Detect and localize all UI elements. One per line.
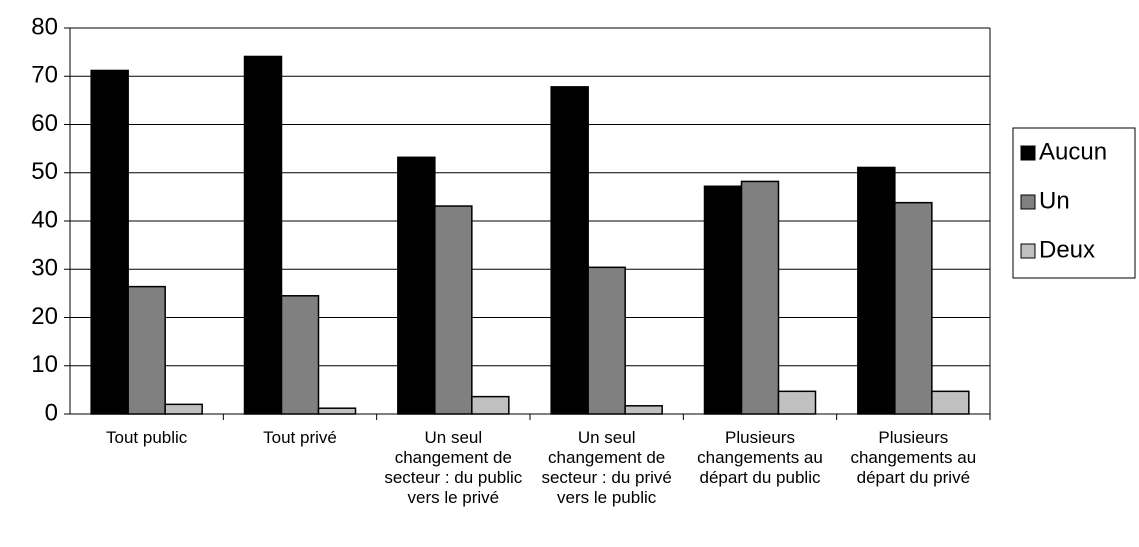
y-tick-label: 20 [31,303,58,330]
bar [280,295,320,415]
y-tick-label: 30 [31,255,58,282]
bar [127,285,166,415]
bar [857,166,896,415]
bar [894,201,933,415]
bar [164,403,203,415]
y-tick-label: 10 [31,351,58,378]
legend-label: Aucun [1039,138,1107,165]
bar [703,185,743,415]
y-tick-label: 80 [31,13,58,40]
x-tick-label: Tout public [106,428,188,447]
bar [397,156,436,415]
y-tick-label: 0 [45,399,58,426]
x-tick-label: Plusieurs changements au départ du privé [850,428,977,487]
bar [550,86,589,415]
bar [317,407,357,415]
bar [471,395,510,415]
legend-swatch [1020,145,1036,161]
bar [740,180,780,415]
bar [587,266,626,415]
legend-swatch [1020,243,1036,259]
bar [90,69,129,415]
bar [243,55,283,415]
bar [931,390,970,415]
y-tick-label: 50 [31,158,58,185]
y-tick-label: 70 [31,62,58,89]
x-tick-label: Plusieurs changements au départ du publi… [697,428,823,487]
y-tick-label: 60 [31,110,58,137]
bar [434,205,473,415]
bar [624,405,663,415]
legend-swatch [1020,194,1036,210]
x-tick-label: Un seul changement de secteur : du publi… [384,428,523,507]
legend-label: Deux [1039,236,1095,263]
x-tick-label: Un seul changement de secteur : du privé… [541,428,672,507]
legend-label: Un [1039,187,1070,214]
x-tick-label: Tout privé [263,428,337,447]
y-tick-label: 40 [31,206,58,233]
bar [777,390,817,415]
